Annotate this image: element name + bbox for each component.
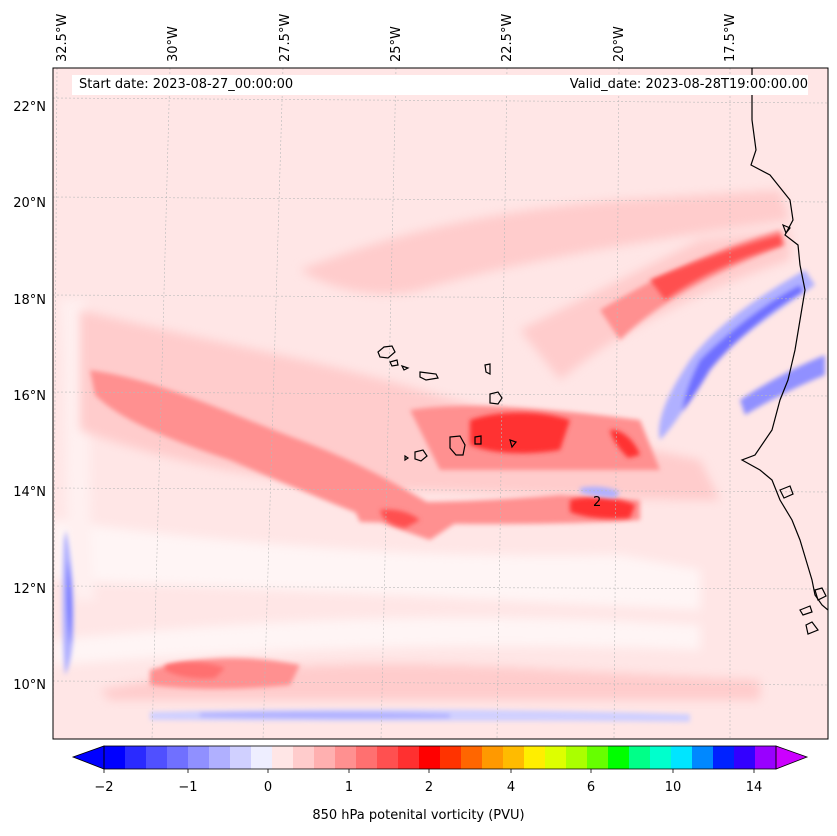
lon-label: 17.5°W	[723, 14, 738, 62]
colorbar-swatch	[188, 746, 210, 769]
cape-verde-east-islands	[489, 391, 503, 405]
colorbar-swatch	[482, 746, 504, 769]
lat-label: 10°N	[13, 678, 46, 693]
colorbar-swatches	[104, 746, 777, 769]
colorbar-swatch	[503, 746, 525, 769]
lat-label: 20°N	[13, 196, 46, 211]
colorbar-swatch	[587, 746, 609, 769]
colorbar-label: 850 hPa potenital vorticity (PVU)	[312, 808, 525, 823]
cape-verde-north-islands	[377, 345, 491, 381]
colorbar-tick-label: −2	[94, 780, 113, 795]
colorbar-frame	[103, 745, 777, 770]
colorbar-swatch	[377, 746, 399, 769]
colorbar-swatch	[608, 746, 630, 769]
colorbar-tick-label: 10	[665, 780, 682, 795]
colorbar-swatch	[146, 746, 168, 769]
colorbar-swatch	[293, 746, 315, 769]
colorbar-tick-label: 2	[425, 780, 433, 795]
colorbar-swatch	[629, 746, 651, 769]
colorbar-swatch	[692, 746, 714, 769]
colorbar-swatch	[671, 746, 693, 769]
colorbar-swatch	[209, 746, 231, 769]
lon-label: 22.5°W	[500, 14, 515, 62]
coastal-islands	[779, 223, 827, 635]
colorbar-swatch	[650, 746, 672, 769]
colorbar-swatch	[314, 746, 336, 769]
colorbar-swatch	[335, 746, 357, 769]
lat-label: 16°N	[13, 389, 46, 404]
lat-label: 14°N	[13, 485, 46, 500]
lat-label: 22°N	[13, 100, 46, 115]
colorbar-tick-label: 6	[587, 780, 595, 795]
colorbar-swatch	[419, 746, 441, 769]
graticule	[53, 68, 828, 739]
pv-field	[53, 68, 828, 739]
colorbar-swatch	[125, 746, 147, 769]
contour-label: 2	[593, 495, 601, 510]
colorbar-swatch	[755, 746, 777, 769]
colorbar-swatch	[566, 746, 588, 769]
colorbar-swatch	[734, 746, 756, 769]
strong-red-regions	[165, 235, 782, 679]
colorbar-swatch	[524, 746, 546, 769]
lat-label: 12°N	[13, 582, 46, 597]
start-date-text: Start date: 2023-08-27_00:00:00	[79, 77, 294, 92]
lon-label: 32.5°W	[55, 14, 70, 62]
africa-coastline	[740, 68, 828, 611]
lon-label: 30°W	[166, 26, 181, 62]
start-date-box: Start date: 2023-08-27_00:00:00	[72, 75, 549, 95]
lon-label: 20°W	[612, 26, 627, 62]
colorbar-swatch	[356, 746, 378, 769]
colorbar-swatch	[104, 746, 126, 769]
colorbar-swatch	[251, 746, 273, 769]
colorbar-swatch	[230, 746, 252, 769]
colorbar-tick-label: 1	[345, 780, 353, 795]
coastlines	[377, 68, 828, 635]
colorbar-swatch	[713, 746, 735, 769]
colorbar-swatch	[272, 746, 294, 769]
colorbar-swatch	[461, 746, 483, 769]
colorbar-tick-label: −1	[178, 780, 197, 795]
valid-date-box: Valid_date: 2023-08-28T19:00:00.00	[542, 75, 808, 95]
valid-date-text: Valid_date: 2023-08-28T19:00:00.00	[569, 77, 808, 92]
cape-verde-south-islands	[404, 435, 518, 462]
colorbar-swatch	[440, 746, 462, 769]
colorbar-ticks	[103, 769, 755, 773]
colorbar-swatch	[398, 746, 420, 769]
colorbar-tick-labels: −2 −1 0 1 2 4 6 10 14	[94, 780, 762, 795]
longitude-labels: 32.5°W 30°W 27.5°W 25°W 22.5°W 20°W 17.5…	[55, 14, 738, 62]
colorbar: −2 −1 0 1 2 4 6 10 14	[71, 745, 809, 795]
lon-label: 25°W	[389, 26, 404, 62]
colorbar-over-arrow	[775, 745, 809, 770]
colorbar-under-arrow	[71, 745, 105, 770]
negative-pv-regions	[62, 270, 825, 722]
colorbar-tick-label: 4	[507, 780, 515, 795]
latitude-labels: 22°N 20°N 18°N 16°N 14°N 12°N 10°N	[13, 100, 46, 693]
lon-label: 27.5°W	[278, 14, 293, 62]
colorbar-tick-label: 0	[264, 780, 272, 795]
colorbar-tick-label: 14	[746, 780, 763, 795]
colorbar-swatch	[167, 746, 189, 769]
colorbar-swatch	[545, 746, 567, 769]
lat-label: 18°N	[13, 293, 46, 308]
map-frame	[52, 67, 829, 740]
